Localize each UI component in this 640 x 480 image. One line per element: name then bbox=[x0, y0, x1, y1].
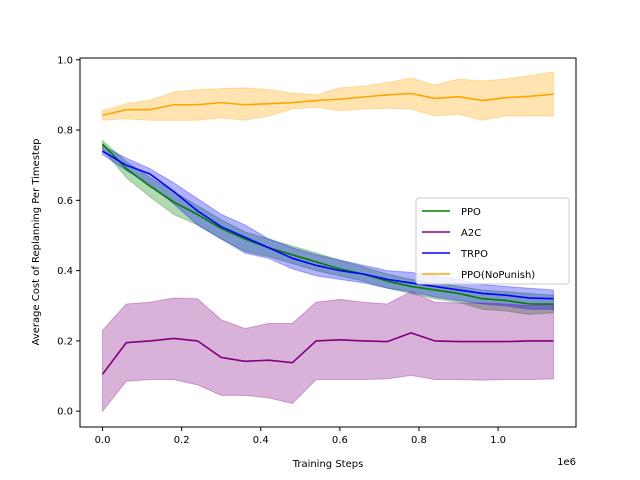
confidence-bands bbox=[102, 71, 554, 413]
series-lines bbox=[101, 92, 554, 375]
x-axis-title: Training Steps bbox=[292, 459, 364, 470]
line-ppo bbox=[101, 143, 554, 305]
x-axis-ticks: 0.0 0.2 0.4 0.6 0.8 1.0 bbox=[95, 427, 506, 446]
x-tick-label: 0.4 bbox=[253, 435, 269, 446]
x-tick-label: 1.0 bbox=[490, 435, 506, 446]
x-tick-label: 0.8 bbox=[411, 435, 427, 446]
x-tick-label: 0.6 bbox=[332, 435, 348, 446]
y-tick-label: 0.4 bbox=[57, 266, 73, 277]
y-tick-label: 1.0 bbox=[57, 55, 73, 66]
legend-frame bbox=[415, 197, 570, 285]
x-axis-offset-label: 1e6 bbox=[557, 457, 576, 468]
legend-label-ppo: PPO bbox=[461, 207, 481, 218]
y-tick-label: 0.0 bbox=[57, 407, 73, 418]
band-trpo bbox=[102, 145, 554, 310]
legend-label-a2c: A2C bbox=[461, 228, 481, 239]
band-ppo-nopunish bbox=[102, 71, 554, 121]
legend-label-trpo: TRPO bbox=[460, 249, 488, 260]
x-tick-label: 0.0 bbox=[95, 435, 111, 446]
y-axis-ticks: 0.0 0.2 0.4 0.6 0.8 1.0 bbox=[57, 55, 80, 418]
band-a2c bbox=[102, 291, 554, 413]
legend-label-ppo-nopunish: PPO(NoPunish) bbox=[461, 270, 535, 281]
line-trpo bbox=[102, 150, 554, 300]
plot-frame bbox=[79, 57, 577, 428]
y-tick-label: 0.6 bbox=[57, 196, 73, 207]
y-tick-label: 0.2 bbox=[57, 336, 73, 347]
y-axis-title: Average Cost of Replanning Per Timestep bbox=[31, 139, 42, 346]
band-ppo bbox=[102, 139, 554, 316]
line-a2c bbox=[101, 332, 554, 375]
y-tick-label: 0.8 bbox=[57, 126, 73, 137]
line-ppo-nopunish bbox=[102, 92, 554, 117]
legend: PPO A2C TRPO PPO(NoPunish) bbox=[415, 197, 570, 285]
x-tick-label: 0.2 bbox=[174, 435, 190, 446]
